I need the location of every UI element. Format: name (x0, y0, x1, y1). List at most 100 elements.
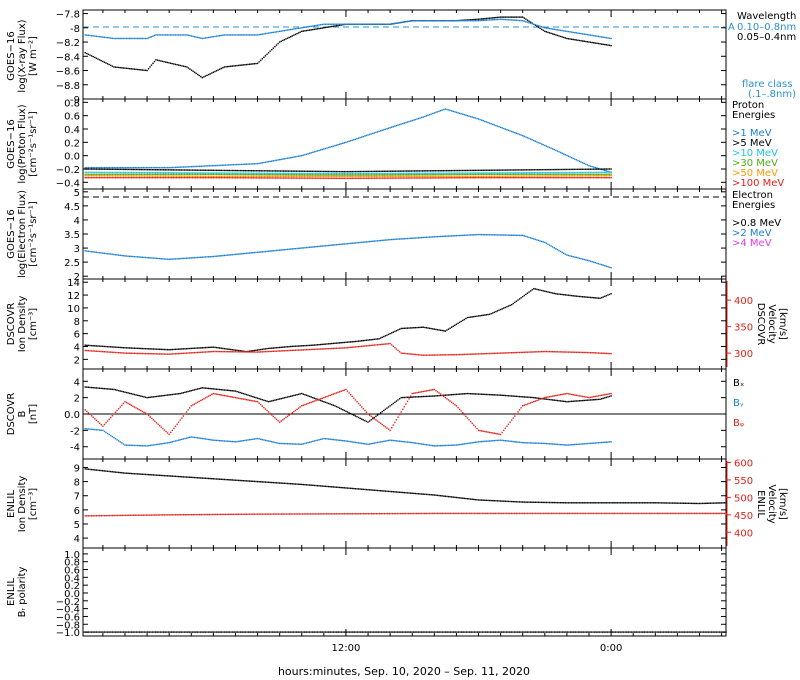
data-point (116, 439, 118, 441)
data-point (351, 346, 353, 348)
data-point (463, 318, 466, 321)
data-point (401, 172, 403, 175)
data-point (346, 175, 349, 178)
data-point (110, 434, 112, 437)
data-point (397, 329, 399, 331)
data-point (269, 50, 271, 52)
data-point (473, 169, 475, 172)
data-point (146, 256, 148, 259)
data-point (290, 395, 292, 397)
data-point (480, 233, 483, 236)
data-point (343, 409, 346, 412)
data-point (474, 353, 477, 355)
data-point (222, 175, 224, 178)
data-point (507, 305, 510, 307)
data-point (108, 171, 110, 174)
data-point (185, 176, 187, 179)
data-point (248, 350, 251, 352)
data-point (441, 172, 443, 174)
data-point (607, 173, 609, 176)
data-point (185, 348, 188, 350)
proton-legend: Proton Energies >1 MeV >5 MeV >10 MeV >3… (732, 100, 784, 189)
data-point (245, 439, 248, 441)
data-point (557, 171, 560, 174)
data-point (555, 34, 557, 36)
data-point (397, 124, 399, 126)
data-point (89, 34, 91, 37)
data-point (469, 353, 472, 355)
data-point (296, 345, 298, 347)
data-point (288, 349, 290, 352)
data-point (223, 169, 226, 172)
data-point (405, 441, 407, 443)
data-point (318, 24, 320, 26)
data-point (358, 177, 360, 179)
data-point (335, 25, 338, 27)
data-point (162, 353, 164, 355)
data-point (102, 175, 104, 177)
data-point (378, 130, 380, 133)
data-point (453, 177, 456, 179)
data-point (171, 353, 174, 355)
data-point (273, 172, 275, 175)
data-point (342, 177, 344, 180)
data-point (257, 170, 259, 172)
data-point (277, 42, 279, 45)
data-point (164, 172, 167, 174)
data-point (338, 23, 341, 25)
data-point (241, 350, 243, 352)
data-point (596, 35, 598, 37)
data-point (217, 347, 219, 349)
data-point (253, 349, 256, 352)
data-point (276, 175, 278, 178)
data-point (397, 399, 399, 401)
data-point (187, 173, 189, 176)
data-point (289, 170, 291, 172)
data-point (518, 16, 521, 18)
data-point (247, 394, 249, 396)
data-point (266, 53, 268, 55)
data-point (164, 176, 167, 179)
data-point (263, 348, 265, 350)
data-point (140, 171, 142, 174)
electron-ytick-label: 4.5 (64, 202, 80, 213)
data-point (362, 241, 365, 243)
data-point (600, 264, 603, 266)
data-point (479, 18, 481, 20)
data-point (423, 173, 425, 176)
data-point (420, 170, 422, 172)
data-point (143, 171, 146, 174)
data-point (400, 440, 402, 443)
data-point (141, 166, 143, 169)
data-point (510, 395, 513, 397)
data-point (477, 315, 480, 317)
data-point (480, 19, 483, 22)
data-point (234, 441, 237, 443)
data-point (285, 396, 287, 399)
data-point (174, 34, 177, 36)
data-point (578, 39, 581, 42)
data-point (211, 172, 213, 174)
data-point (241, 34, 243, 36)
data-point (132, 37, 134, 40)
data-point (233, 34, 235, 36)
data-point (284, 173, 286, 176)
data-point (159, 443, 161, 445)
data-point (181, 438, 183, 441)
data-point (419, 396, 421, 398)
data-point (343, 175, 346, 178)
data-point (306, 175, 309, 178)
data-point (509, 304, 511, 307)
data-point (327, 170, 330, 173)
data-point (234, 351, 237, 353)
data-point (523, 235, 525, 237)
data-point (262, 173, 264, 176)
data-point (135, 352, 137, 355)
data-point (217, 173, 219, 176)
data-point (524, 173, 526, 176)
data-point (542, 442, 544, 445)
data-point (417, 442, 420, 445)
data-point (501, 176, 504, 179)
xray-ytick-label: −7.8 (56, 10, 80, 21)
data-point (239, 175, 242, 178)
